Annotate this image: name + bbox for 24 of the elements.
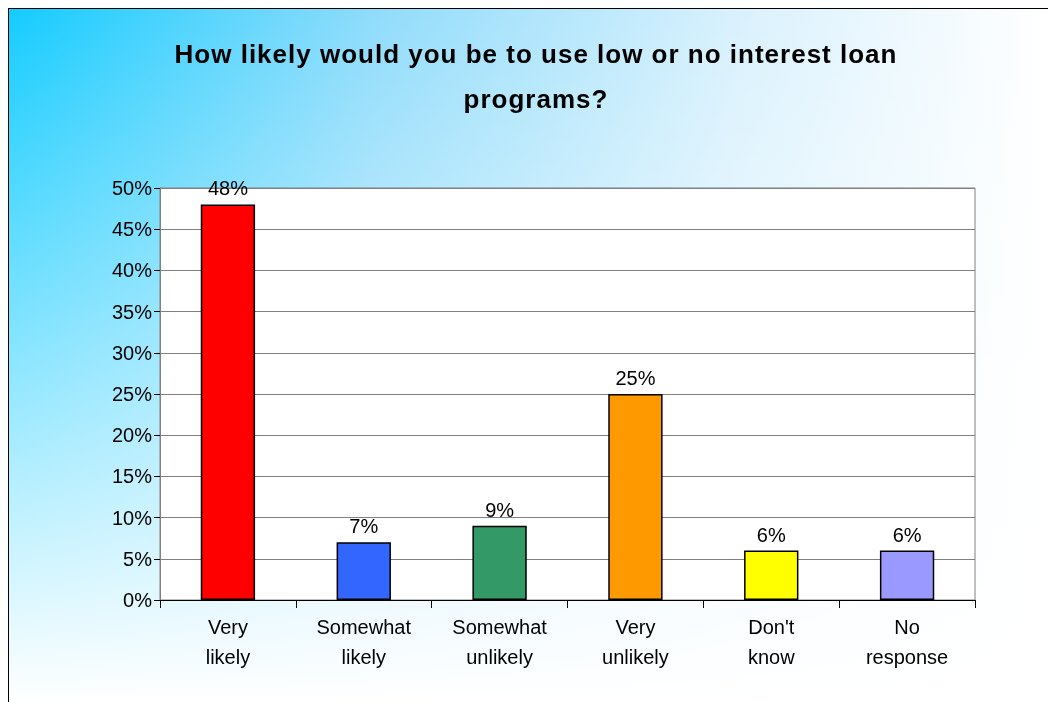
x-tick-label: Somewhat likely — [316, 616, 412, 668]
data-label: 6% — [756, 523, 786, 546]
y-tick-label: 45% — [111, 218, 153, 241]
data-label: 9% — [485, 498, 515, 521]
data-label: 25% — [615, 367, 656, 389]
y-tick-label: 25% — [111, 383, 153, 405]
chart-title: How likely would you be to use low or no interest loan programs? — [173, 38, 899, 116]
x-tick-label: No response — [865, 616, 949, 668]
y-tick-label: 0% — [123, 589, 153, 611]
x-tick-label: Very likely — [205, 616, 251, 668]
x-tick-label: Very unlikely — [602, 616, 669, 668]
y-tick-label: 20% — [111, 424, 153, 447]
data-label: 7% — [349, 515, 379, 538]
y-tick-label: 5% — [123, 547, 153, 570]
x-tick-label: Somewhat unlikely — [452, 616, 548, 668]
y-tick-label: 30% — [111, 341, 153, 364]
y-tick-label: 50% — [111, 177, 153, 199]
y-tick-label: 10% — [111, 506, 153, 529]
y-tick-label: 15% — [111, 465, 153, 488]
x-tick-label: Don't know — [747, 616, 796, 668]
data-label: 48% — [207, 177, 249, 200]
data-label: 6% — [892, 523, 922, 546]
y-tick-label: 35% — [111, 300, 153, 323]
y-tick-label: 40% — [111, 259, 153, 282]
